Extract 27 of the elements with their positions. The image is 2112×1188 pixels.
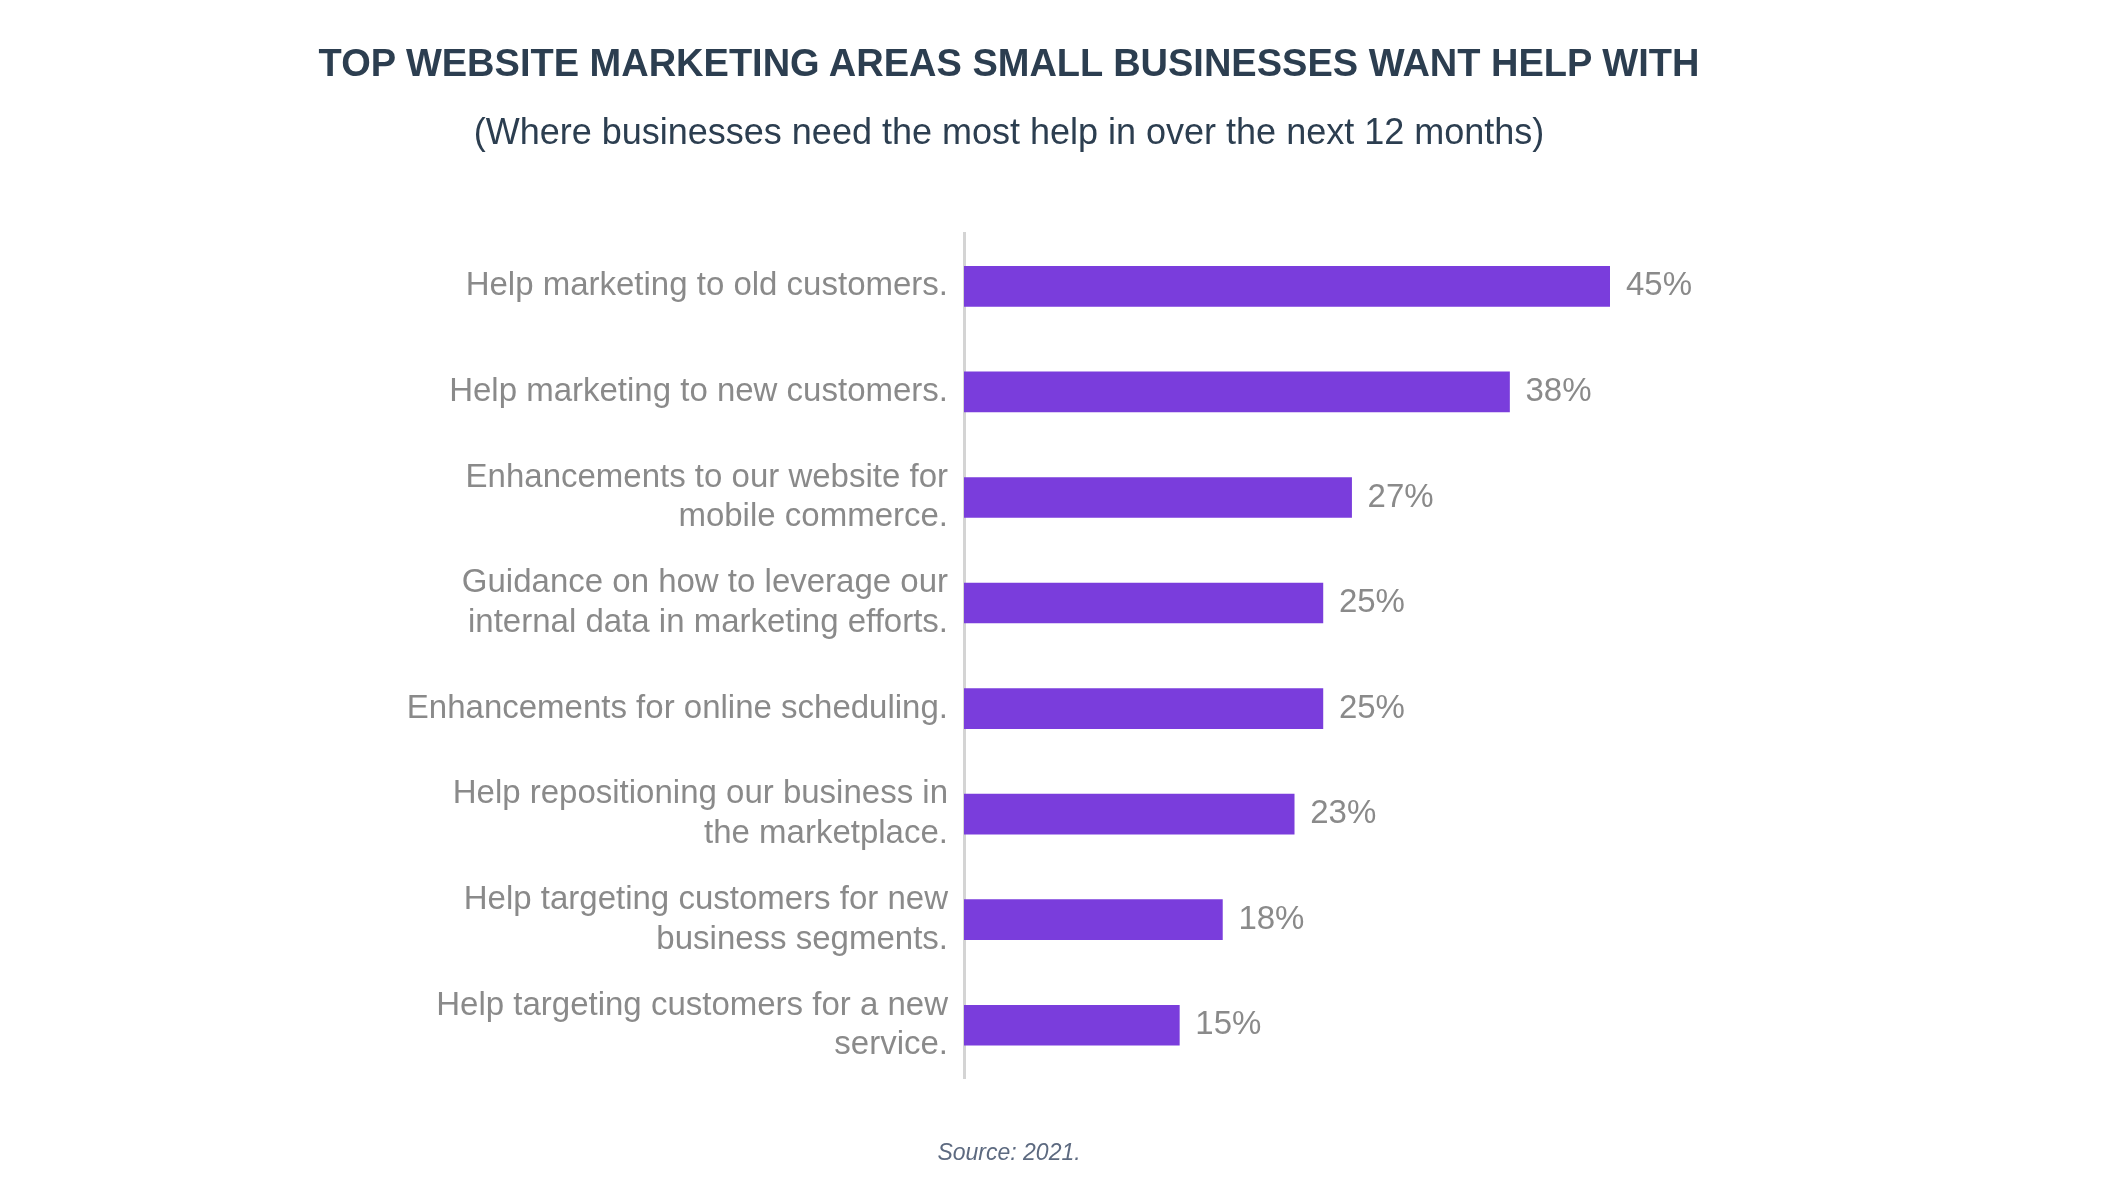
data-label: 45% xyxy=(1626,265,1693,303)
y-tick-label: Help repositioning our business in the marketplace. xyxy=(452,773,948,851)
y-tick-label: Enhancements for online scheduling. xyxy=(406,687,948,725)
data-label: 15% xyxy=(1195,1004,1262,1042)
bar xyxy=(964,477,1352,518)
y-tick-label: Help marketing to old customers. xyxy=(465,265,948,303)
y-tick-label: Help targeting customers for a new service. xyxy=(436,984,949,1062)
data-label: 23% xyxy=(1310,793,1377,831)
bar xyxy=(964,899,1223,941)
bar xyxy=(964,582,1324,624)
chart-title: TOP WEBSITE MARKETING AREAS SMALL BUSINESSES WANT HELP WITH xyxy=(317,41,1701,86)
y-tick-label: Guidance on how to leverage our internal data in marketing efforts. xyxy=(461,562,949,639)
bar xyxy=(964,1004,1180,1046)
y-tick-label: Help targeting customers for new business segments. xyxy=(463,878,949,956)
bar xyxy=(964,793,1295,835)
bar xyxy=(964,266,1610,307)
chart-subtitle: (Where businesses need the most help in over the next 12 months) xyxy=(472,110,1546,154)
data-label: 18% xyxy=(1238,898,1305,936)
y-tick-label: Enhancements to our website for mobile commerce. xyxy=(465,456,948,534)
y-tick-label: Help marketing to new customers. xyxy=(449,371,948,409)
bar xyxy=(964,688,1324,729)
data-label: 27% xyxy=(1367,476,1434,514)
data-label: 25% xyxy=(1338,582,1405,620)
data-label: 25% xyxy=(1338,687,1405,725)
data-label: 38% xyxy=(1525,371,1592,409)
bar xyxy=(964,371,1510,413)
source-note: Source: 2021. xyxy=(936,1138,1082,1167)
